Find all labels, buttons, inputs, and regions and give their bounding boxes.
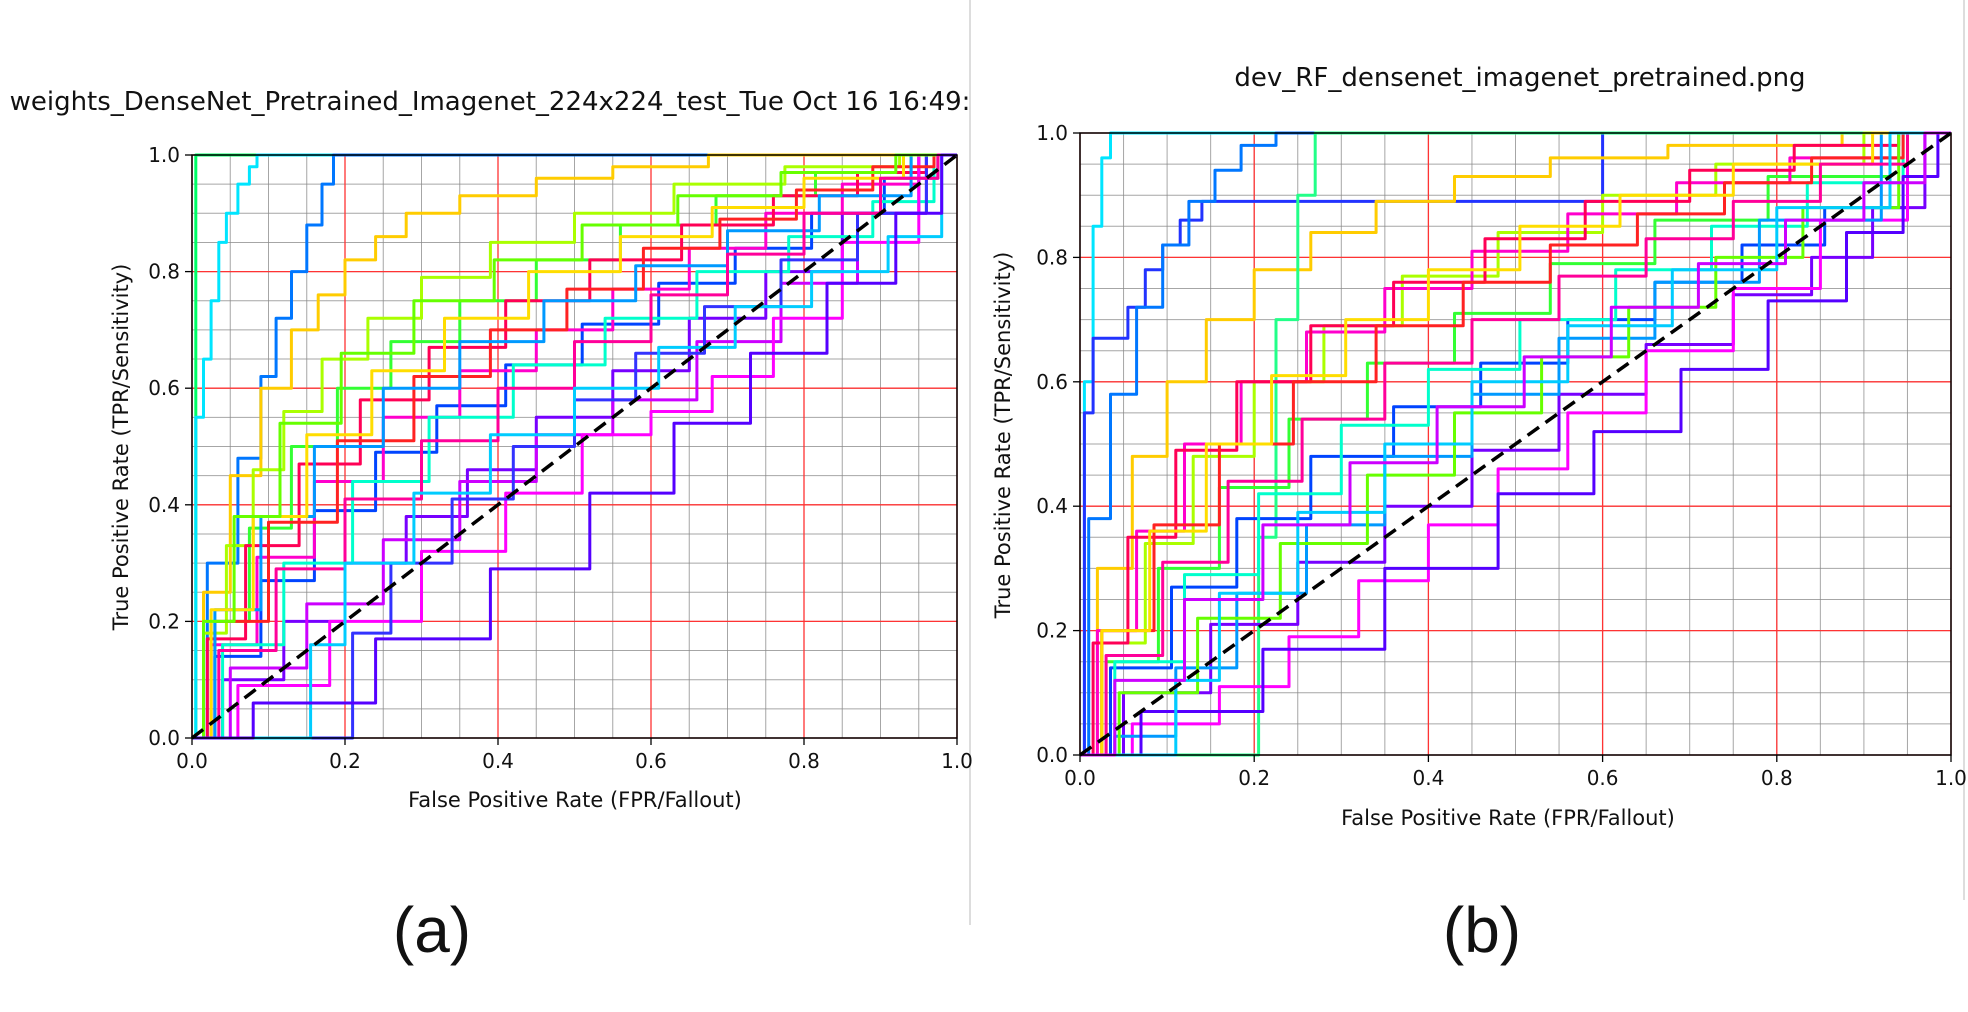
roc-curve-b-2 (1080, 131, 1951, 757)
x-tick-label-b: 0.2 (1238, 766, 1270, 790)
panel-a: 0.0 0.2 0.4 0.6 0.8 1.0 0.0 0.2 0.4 0.6 0.8 1.0 wei… (10, 87, 973, 966)
chance-diagonal-b (1078, 131, 1953, 757)
roc-curve-b-17 (1080, 131, 1951, 757)
roc-curve-a-2 (192, 153, 957, 740)
plot-frame-b (1079, 132, 1952, 756)
x-tick-label-b: 0.0 (1064, 766, 1096, 790)
roc-curve-b-21 (1080, 131, 1951, 757)
roc-curve-a-5 (192, 153, 957, 740)
y-tick-label-a: 0.4 (148, 493, 180, 517)
y-tick-label-a: 0.2 (148, 609, 180, 633)
x-tick-label-a: 0.2 (329, 749, 361, 773)
x-tick-label-b: 0.6 (1587, 766, 1619, 790)
y-axis-label-a: True Positive Rate (TPR/Sensitivity) (109, 264, 133, 632)
roc-curve-b-16 (1080, 131, 1951, 757)
x-axis-label-b: False Positive Rate (FPR/Fallout) (1341, 806, 1675, 830)
roc-curve-a-19 (192, 153, 957, 740)
roc-curve-b-15 (1080, 131, 1951, 757)
series-layer-b (1080, 131, 1951, 757)
y-axis-label-b: True Positive Rate (TPR/Sensitivity) (991, 252, 1015, 620)
roc-curve-b-12 (1080, 131, 1951, 757)
roc-curve-a-4 (192, 153, 957, 740)
diagonal-layer-a (190, 153, 959, 740)
x-tick-label-a: 1.0 (941, 749, 973, 773)
roc-curve-a-20 (192, 153, 957, 740)
y-tick-label-b: 0.6 (1036, 370, 1068, 394)
panel-label-b: (b) (1443, 894, 1521, 966)
chance-diagonal-a (190, 153, 959, 740)
roc-curve-b-18 (1080, 131, 1951, 757)
x-tick-label-a: 0.6 (635, 749, 667, 773)
roc-curve-a-3 (192, 153, 957, 740)
y-tick-label-b: 0.0 (1036, 743, 1068, 767)
roc-curve-b-9 (1080, 131, 1951, 757)
x-tick-label-a: 0.4 (482, 749, 514, 773)
x-tick-label-b: 1.0 (1935, 766, 1967, 790)
chart-title-a: weights_DenseNet_Pretrained_Imagenet_224… (10, 87, 971, 117)
x-axis-label-a: False Positive Rate (FPR/Fallout) (408, 788, 742, 812)
y-tick-label-a: 0.0 (148, 726, 180, 750)
roc-curve-a-13 (192, 153, 957, 740)
x-tick-label-a: 0.0 (176, 749, 208, 773)
ticks-b: 0.0 0.2 0.4 0.6 0.8 1.0 0.0 0.2 0.4 0.6 0.8 1.0 (1036, 121, 1967, 790)
x-tick-label-b: 0.8 (1761, 766, 1793, 790)
roc-curve-b-19 (1080, 131, 1951, 757)
chart-title-b: dev_RF_densenet_imagenet_pretrained.png (1234, 63, 1805, 93)
y-tick-label-a: 1.0 (148, 143, 180, 167)
diagonal-layer-b (1078, 131, 1953, 757)
roc-curve-a-12 (192, 153, 957, 740)
x-tick-label-a: 0.8 (788, 749, 820, 773)
plot-frame-a (191, 154, 958, 739)
roc-curve-b-10 (1080, 131, 1951, 757)
roc-curve-a-15 (192, 153, 957, 740)
series-layer-a (192, 153, 957, 740)
roc-curve-b-11 (1080, 131, 1951, 757)
roc-curve-a-18 (192, 153, 957, 740)
roc-curve-b-14 (1080, 131, 1951, 757)
x-tick-label-b: 0.4 (1412, 766, 1444, 790)
y-tick-label-a: 0.8 (148, 260, 180, 284)
y-tick-label-b: 0.4 (1036, 494, 1068, 518)
roc-curve-a-21 (192, 153, 957, 740)
y-tick-label-b: 0.2 (1036, 619, 1068, 643)
y-tick-label-b: 1.0 (1036, 121, 1068, 145)
panel-label-a: (a) (393, 894, 471, 966)
panel-b: 0.0 0.2 0.4 0.6 0.8 1.0 0.0 0.2 0.4 0.6 0.8 1.0 dev… (991, 63, 1967, 966)
roc-curve-b-4 (1080, 131, 1951, 757)
roc-curve-b-3 (1080, 131, 1951, 757)
ticks-a: 0.0 0.2 0.4 0.6 0.8 1.0 0.0 0.2 0.4 0.6 0.8 1.0 (148, 143, 973, 773)
y-tick-label-a: 0.6 (148, 376, 180, 400)
y-tick-label-b: 0.8 (1036, 245, 1068, 269)
